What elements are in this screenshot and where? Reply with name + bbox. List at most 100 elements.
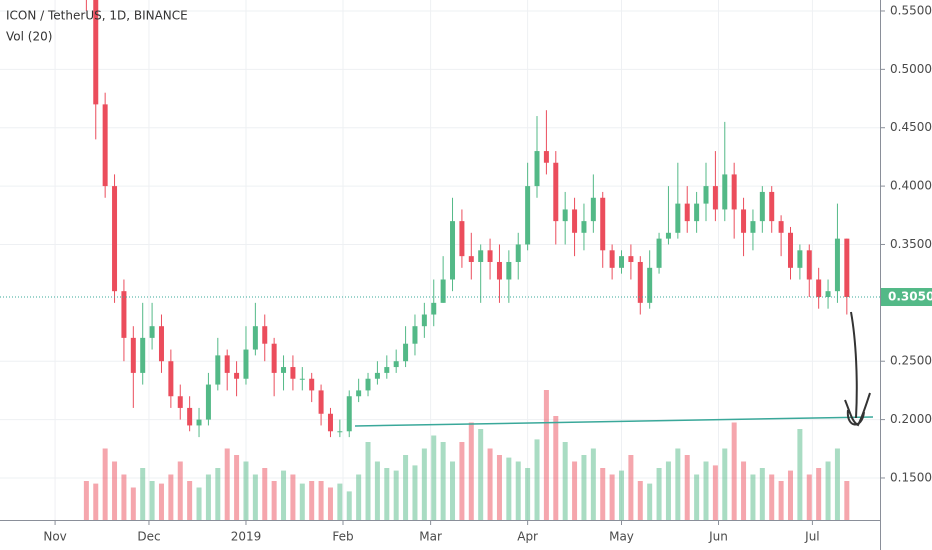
volume-bar [102,448,108,520]
candle-body [816,279,822,298]
x-tick-label: Mar [419,530,442,544]
candle-body [299,378,305,380]
x-tick-label: Feb [332,530,353,544]
candle-body [656,238,662,268]
candle-body [787,232,793,268]
x-tick-label: Dec [137,530,160,544]
volume-bar [403,455,409,520]
candle-body [844,238,850,298]
candle-body [234,372,240,379]
candle-body [177,396,183,408]
volume-bar [515,461,521,520]
volume-bar [459,442,465,520]
volume-bar [543,390,549,520]
volume-bar [281,470,287,520]
axes: 0.5500 0.5000 0.4500 0.4000 0.3500 0.2500 0.20… [0,3,932,544]
volume-bar [525,468,531,520]
volume-bar [112,461,118,520]
volume-bar [290,474,296,520]
volume-bar [440,442,446,520]
candle-body [731,174,737,210]
candle-body [628,256,634,262]
candle-body [684,203,690,222]
candle-body [421,314,427,327]
candle-body [337,431,343,433]
candle-body [797,250,803,268]
chart-title: ICON / TetherUS, 1D, BINANCE [6,9,188,23]
volume-bar [393,470,399,520]
candle-body [487,250,493,262]
volume-layer [83,390,850,520]
y-tick-label: 0.4500 [890,120,932,134]
y-tick-label: 0.2000 [890,412,932,426]
volume-bar [656,468,662,520]
volume-bar [83,481,89,520]
volume-bar [450,461,456,520]
volume-bar [187,481,193,520]
last-price-box [881,288,932,307]
volume-bar [93,483,99,520]
volume-label: Vol (20) [6,30,52,44]
candle-body [271,343,277,373]
candle-body [543,151,549,163]
hand-drawn-arrow [844,311,871,427]
volume-bar [722,448,728,520]
volume-bar [769,474,775,520]
volume-bar [694,474,700,520]
volume-bar [168,474,174,520]
volume-bar [421,448,427,520]
candle-body [346,396,352,432]
y-tick-label: 0.5500 [890,3,932,17]
volume-bar [374,461,380,520]
volume-bar [496,455,502,520]
candle-body [468,256,474,262]
volume-bar [825,461,831,520]
candle-body [506,261,512,280]
candle-body [140,337,146,373]
volume-bar [506,457,512,520]
candle-body [112,186,118,292]
y-tick-label: 0.2500 [890,354,932,368]
candle-body [515,244,521,262]
candle-body [243,349,249,379]
candle-body [600,197,606,251]
volume-bar [243,461,249,520]
candle-body [572,209,578,233]
y-tick-label: 0.4000 [890,179,932,193]
volume-bar [205,474,211,520]
volume-bar [356,474,362,520]
volume-bar [581,455,587,520]
volume-bar [215,468,221,520]
volume-bar [619,470,625,520]
volume-bar [478,429,484,520]
candle-body [496,261,502,280]
volume-bar [252,474,258,520]
volume-bar [299,483,305,520]
candle-body [215,355,221,385]
volume-bar [130,487,136,520]
candle-body [637,261,643,303]
candle-body [384,367,390,373]
candle-body [778,221,784,233]
volume-bar [262,468,268,520]
candle-body [168,361,174,397]
grid [0,0,880,520]
candle-body [431,302,437,315]
candle-body [196,419,202,426]
candle-body [290,367,296,379]
candle-body [478,250,484,262]
volume-bar [534,439,540,520]
candle-body [647,267,653,303]
volume-bar [600,468,606,520]
candle-body [93,0,99,105]
candle-body [403,343,409,362]
candle-body [102,104,108,187]
candle-body [262,326,268,344]
volume-bar [562,442,568,520]
x-tick-label: Apr [517,530,538,544]
volume-bar [318,481,324,520]
candle-body [412,326,418,344]
candle-body [309,378,315,391]
volume-bar [149,481,155,520]
candle-body [393,361,399,368]
